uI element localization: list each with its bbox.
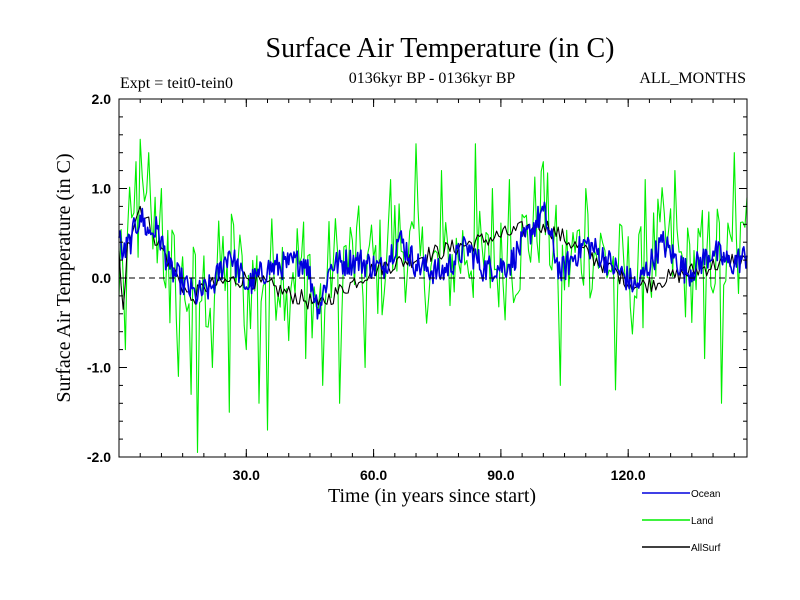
series-group — [118, 138, 748, 454]
period-label: 0136kyr BP - 0136kyr BP — [349, 70, 516, 87]
series-line-ocean — [118, 201, 748, 320]
y-axis-label: Surface Air Temperature (in C) — [53, 153, 75, 402]
x-tick-label: 30.0 — [233, 467, 260, 483]
series-line-land — [118, 138, 748, 454]
y-tick-label: -1.0 — [87, 360, 111, 376]
y-tick-label: 0.0 — [92, 270, 112, 286]
legend-label-land: Land — [691, 516, 713, 527]
legend-label-allsurf: AllSurf — [691, 543, 721, 554]
x-tick-label: 120.0 — [611, 467, 646, 483]
x-axis: 30.0 60.0 90.0 120.0 — [139, 99, 735, 483]
expt-label: Expt = teit0-tein0 — [120, 75, 233, 92]
x-tick-label: 90.0 — [487, 467, 514, 483]
legend: Ocean Land AllSurf — [642, 489, 721, 554]
chart-title: Surface Air Temperature (in C) — [266, 33, 615, 64]
y-axis: -2.0 -1.0 0.0 1.0 2.0 — [87, 91, 747, 465]
y-tick-label: 1.0 — [92, 181, 112, 197]
y-tick-label: 2.0 — [92, 91, 112, 107]
x-axis-label: Time (in years since start) — [328, 485, 536, 507]
months-label: ALL_MONTHS — [639, 70, 746, 87]
legend-label-ocean: Ocean — [691, 489, 720, 500]
y-tick-label: -2.0 — [87, 449, 111, 465]
x-tick-label: 60.0 — [360, 467, 387, 483]
series-line-allsurf — [118, 205, 748, 310]
